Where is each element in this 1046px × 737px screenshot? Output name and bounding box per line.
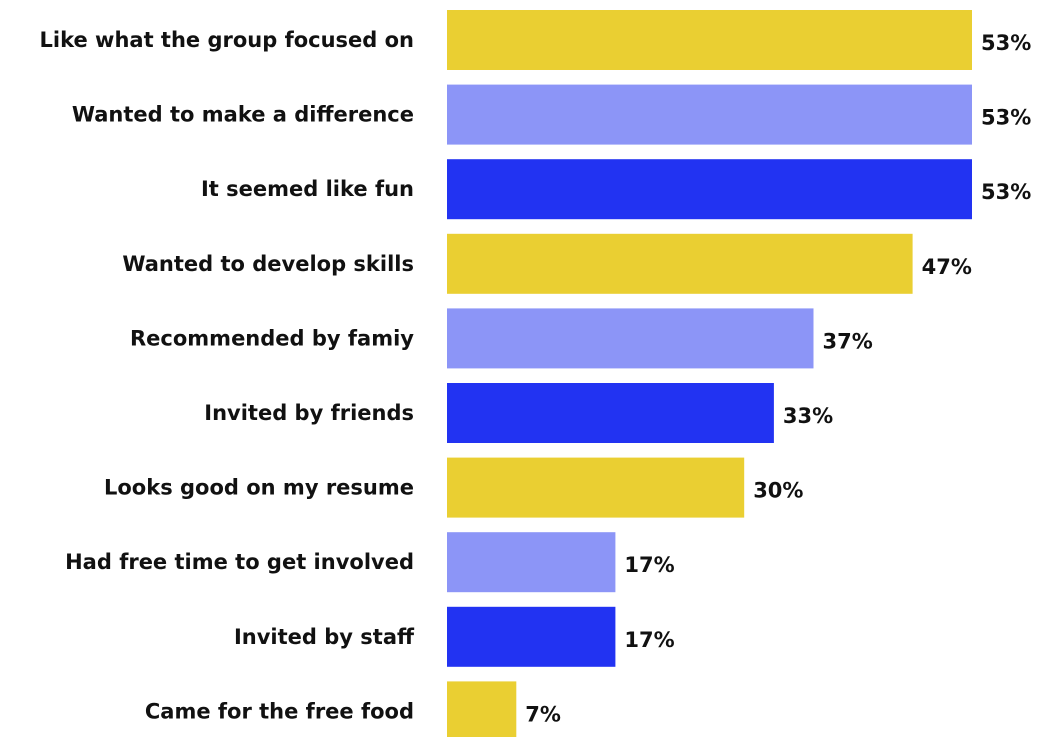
- bar: [447, 383, 774, 443]
- category-label: Like what the group focused on: [40, 28, 414, 52]
- value-label: 17%: [624, 628, 674, 652]
- bar: [447, 10, 972, 70]
- category-label: Invited by staff: [234, 625, 415, 649]
- bar: [447, 159, 972, 220]
- bar: [447, 308, 814, 369]
- value-label: 53%: [981, 180, 1031, 204]
- category-label: Wanted to develop skills: [122, 252, 414, 276]
- bar: [447, 84, 972, 145]
- bar: [447, 233, 913, 294]
- value-label: 53%: [981, 106, 1031, 130]
- category-label: Looks good on my resume: [104, 476, 414, 500]
- category-label: Came for the free food: [145, 699, 414, 723]
- value-label: 30%: [753, 479, 803, 503]
- value-label: 17%: [624, 553, 674, 577]
- category-label: Recommended by famiy: [130, 326, 414, 350]
- category-label: Wanted to make a difference: [72, 103, 414, 127]
- value-label: 7%: [525, 702, 561, 726]
- value-label: 37%: [823, 329, 873, 353]
- value-label: 47%: [922, 255, 972, 279]
- category-label: It seemed like fun: [201, 177, 414, 201]
- category-label: Invited by friends: [204, 401, 414, 425]
- bar: [447, 681, 517, 737]
- bar: [447, 457, 745, 518]
- value-label: 53%: [981, 31, 1031, 55]
- category-label: Had free time to get involved: [65, 550, 414, 574]
- bar: [447, 606, 616, 667]
- bar: [447, 532, 616, 593]
- value-label: 33%: [783, 404, 833, 428]
